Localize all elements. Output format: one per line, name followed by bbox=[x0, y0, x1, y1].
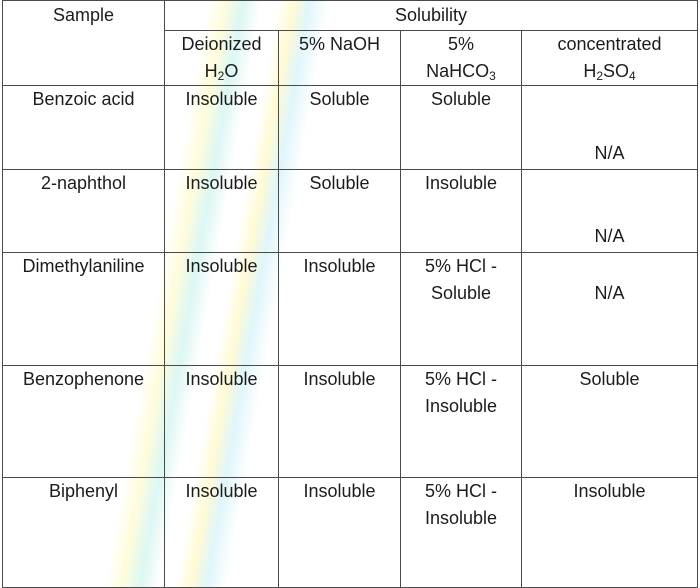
cell-naoh: Soluble bbox=[278, 85, 401, 170]
cell-sample: 2-naphthol bbox=[2, 169, 165, 253]
cell-naoh: Insoluble bbox=[278, 365, 401, 478]
cell-naoh: Insoluble bbox=[278, 252, 401, 366]
cell-deionized-water: Insoluble bbox=[164, 252, 279, 366]
header-nahco3: 5% NaHCO3 bbox=[400, 30, 522, 86]
table-row: Biphenyl Insoluble Insoluble 5% HCl - In… bbox=[2, 477, 699, 588]
header-row-solvents: Deionized H2O 5% NaOH 5% NaHCO3 concentr… bbox=[3, 30, 699, 86]
table-row: Benzoic acid Insoluble Soluble Soluble N… bbox=[2, 85, 699, 170]
cell-naoh: Soluble bbox=[278, 169, 401, 253]
header-row-group: Sample Solubility bbox=[2, 0, 699, 86]
header-deionized-label: Deionized bbox=[181, 34, 262, 54]
cell-deionized-water: Insoluble bbox=[164, 477, 279, 588]
cell-nahco3: Insoluble bbox=[400, 169, 522, 253]
cell-nahco3: 5% HCl - Insoluble bbox=[400, 365, 522, 478]
header-deionized-water: Deionized H2O bbox=[164, 30, 279, 86]
header-naoh: 5% NaOH bbox=[278, 30, 401, 86]
cell-sample: Benzoic acid bbox=[2, 85, 165, 170]
cell-deionized-water: Insoluble bbox=[164, 85, 279, 170]
header-h2so4: concentrated H2SO4 bbox=[520, 30, 699, 86]
header-solubility: Solubility bbox=[163, 0, 699, 31]
table-row: Dimethylaniline Insoluble Insoluble 5% H… bbox=[2, 252, 699, 366]
cell-deionized-water: Insoluble bbox=[164, 169, 279, 253]
cell-nahco3: 5% HCl - Soluble bbox=[400, 252, 522, 366]
cell-h2so4: N/A bbox=[520, 85, 699, 170]
cell-sample: Benzophenone bbox=[2, 365, 165, 478]
table-row: Benzophenone Insoluble Insoluble 5% HCl … bbox=[2, 365, 699, 478]
cell-h2so4: Insoluble bbox=[520, 477, 699, 588]
cell-sample: Biphenyl bbox=[2, 477, 165, 588]
cell-h2so4: N/A bbox=[520, 252, 699, 366]
cell-sample: Dimethylaniline bbox=[2, 252, 165, 366]
table-row: 2-naphthol Insoluble Soluble Insoluble N… bbox=[2, 169, 699, 253]
cell-h2so4: Soluble bbox=[520, 365, 699, 478]
cell-nahco3: 5% HCl - Insoluble bbox=[400, 477, 522, 588]
cell-h2so4: N/A bbox=[520, 169, 699, 253]
header-sample: Sample bbox=[2, 0, 165, 86]
cell-deionized-water: Insoluble bbox=[164, 365, 279, 478]
cell-nahco3: Soluble bbox=[400, 85, 522, 170]
cell-naoh: Insoluble bbox=[278, 477, 401, 588]
